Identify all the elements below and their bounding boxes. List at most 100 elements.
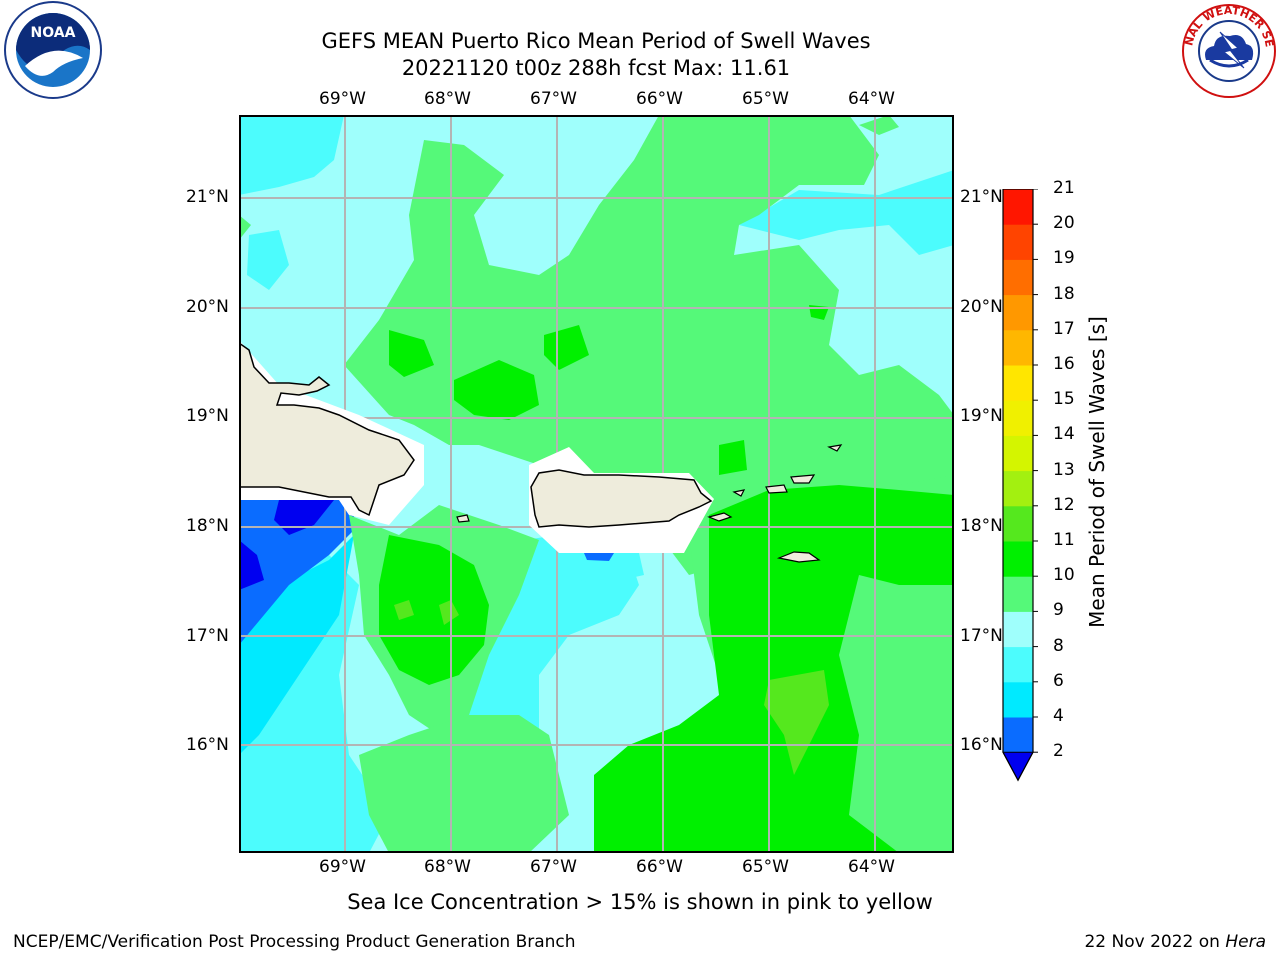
land-hispaniola — [239, 342, 415, 517]
contour-10-11-north-center — [544, 325, 589, 370]
colorbar — [1000, 188, 1040, 793]
colorbar-tick-label-12: 12 — [1053, 494, 1075, 515]
contour-10-11-small-east — [719, 440, 747, 475]
noaa-logo-text: NOAA — [31, 25, 76, 41]
contour-11-12-sw-a — [394, 600, 414, 620]
chart-title: GEFS MEAN Puerto Rico Mean Period of Swe… — [321, 29, 871, 53]
colorbar-segment-15 — [1003, 365, 1033, 401]
footer-credit: NCEP/EMC/Verification Post Processing Pr… — [13, 932, 576, 952]
lat-tick-right-3: 18°N — [960, 516, 1003, 536]
contour-2-4-sw — [239, 500, 359, 645]
lon-tick-bottom-5: 64°W — [848, 857, 895, 877]
lon-tick-bottom-2: 67°W — [530, 857, 577, 877]
contour-9-10-west-strip — [239, 215, 251, 240]
contour-4-6-sw — [239, 535, 354, 755]
colorbar-graphic — [1002, 188, 1038, 782]
colorbar-segment-9 — [1003, 576, 1033, 612]
contour-10-11-sw-mass — [379, 535, 489, 685]
lat-tick-left-1: 20°N — [186, 297, 229, 317]
contour-6-8-west-patch — [247, 230, 289, 290]
contour-11-12-east — [764, 670, 829, 775]
colorbar-under-arrow — [1002, 751, 1034, 782]
land-st-croix — [776, 551, 821, 563]
lon-tick-top-5: 64°W — [848, 89, 895, 109]
nws-logo: NATIONAL WEATHER SERVICE — [1175, 0, 1278, 104]
colorbar-tick-label-20: 20 — [1053, 213, 1075, 234]
colorbar-tick-label-2: 2 — [1053, 741, 1064, 762]
colorbar-tick-label-11: 11 — [1053, 530, 1075, 550]
contour-6-8-south-strip — [559, 553, 644, 585]
colorbar-segment-19 — [1003, 224, 1033, 260]
colorbar-segment-20 — [1003, 189, 1033, 225]
colorbar-tick-label-4: 4 — [1053, 706, 1064, 726]
colorbar-tick-label-19: 19 — [1053, 248, 1075, 269]
colorbar-tick-label-18: 18 — [1053, 283, 1075, 304]
land-virgin-islands-e — [827, 444, 843, 452]
colorbar-segment-2 — [1003, 717, 1033, 753]
footer-date-text: 22 Nov 2022 on — [1084, 932, 1226, 952]
lat-tick-left-4: 17°N — [186, 626, 229, 646]
contour-9-10-south — [359, 715, 569, 853]
lat-tick-right-2: 19°N — [960, 406, 1003, 426]
contour-11-12-sw-b — [439, 600, 459, 625]
colorbar-segment-14 — [1003, 400, 1033, 436]
colorbar-segment-6 — [1003, 646, 1033, 683]
contour-2-4-pr-south — [584, 553, 614, 561]
colorbar-tick-label-8: 8 — [1053, 635, 1064, 656]
contour-9-10-north — [344, 115, 954, 575]
map-area — [239, 115, 954, 853]
lon-tick-bottom-3: 66°W — [636, 857, 683, 877]
colorbar-segment-16 — [1003, 329, 1033, 366]
land-virgin-islands-a — [707, 512, 733, 522]
colorbar-title: Mean Period of Swell Waves [s] — [1085, 316, 1109, 628]
land-puerto-rico — [530, 469, 713, 528]
colorbar-tick-label-9: 9 — [1053, 600, 1064, 621]
colorbar-segment-8 — [1003, 611, 1033, 648]
land-virgin-islands-b — [732, 489, 746, 497]
lat-tick-right-4: 17°N — [960, 626, 1003, 646]
colorbar-tick-label-17: 17 — [1053, 318, 1075, 339]
colorbar-segment-18 — [1003, 259, 1033, 296]
sea-ice-caption: Sea Ice Concentration > 15% is shown in … — [347, 890, 933, 914]
colorbar-segment-10 — [1003, 541, 1033, 577]
lat-tick-right-1: 20°N — [960, 297, 1003, 317]
lon-tick-top-3: 66°W — [636, 89, 683, 109]
colorbar-frame — [1002, 188, 1034, 782]
lon-tick-bottom-4: 65°W — [742, 857, 789, 877]
lon-tick-top-4: 65°W — [742, 89, 789, 109]
lat-tick-left-0: 21°N — [186, 187, 229, 207]
colorbar-tick-label-13: 13 — [1053, 459, 1075, 480]
lon-tick-top-2: 67°W — [530, 89, 577, 109]
colorbar-tick-label-16: 16 — [1053, 354, 1075, 374]
colorbar-segment-17 — [1003, 294, 1033, 331]
swell-period-map — [239, 115, 954, 853]
lat-tick-left-3: 18°N — [186, 516, 229, 536]
contour-10-11-center — [454, 360, 539, 420]
lon-tick-top-1: 68°W — [424, 89, 471, 109]
colorbar-tick-label-15: 15 — [1053, 389, 1075, 410]
land-islet-1 — [456, 514, 470, 523]
lon-tick-top-0: 69°W — [319, 89, 366, 109]
contour-9-10-ne-patch — [859, 115, 899, 135]
lat-tick-right-5: 16°N — [960, 735, 1003, 755]
contour-below-2-w — [239, 540, 264, 590]
contour-10-11-west-inner — [389, 330, 434, 377]
lon-tick-bottom-1: 68°W — [424, 857, 471, 877]
land-virgin-islands-d — [790, 474, 816, 484]
noaa-logo: NOAA — [3, 0, 103, 104]
lat-tick-left-5: 16°N — [186, 735, 229, 755]
contour-6-8-ne — [739, 170, 954, 255]
contour-10-11-east-mass — [594, 485, 954, 853]
footer-machine-name: Hera — [1225, 932, 1266, 952]
colorbar-tick-label-10: 10 — [1053, 565, 1075, 586]
map-border — [239, 115, 954, 853]
colorbar-tick-label-14: 14 — [1053, 424, 1075, 445]
footer-date: 22 Nov 2022 on Hera — [1084, 932, 1266, 952]
land-virgin-islands-c — [765, 484, 788, 494]
colorbar-segment-4 — [1003, 681, 1033, 718]
colorbar-segment-12 — [1003, 470, 1033, 507]
contour-6-8-nw — [239, 115, 344, 195]
lon-tick-bottom-0: 69°W — [319, 857, 366, 877]
lat-tick-left-2: 19°N — [186, 406, 229, 426]
colorbar-tick-label-21: 21 — [1053, 178, 1075, 198]
